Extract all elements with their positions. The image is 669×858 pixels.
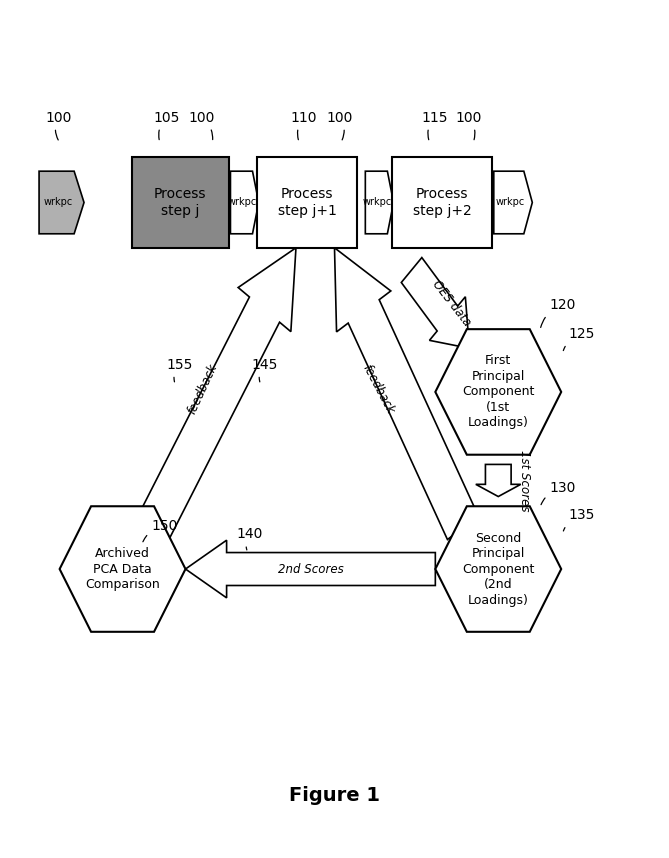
Text: 140: 140	[237, 528, 264, 550]
Text: 115: 115	[421, 111, 448, 140]
Text: Figure 1: Figure 1	[289, 786, 380, 805]
Text: Process
step j: Process step j	[154, 187, 207, 218]
Text: 2nd Scores: 2nd Scores	[278, 563, 344, 576]
Text: 110: 110	[291, 111, 317, 140]
Text: 145: 145	[251, 358, 278, 382]
Text: 100: 100	[455, 111, 482, 140]
Polygon shape	[436, 506, 561, 631]
Text: wrkpc: wrkpc	[227, 197, 257, 208]
Text: feedback: feedback	[360, 363, 397, 416]
Polygon shape	[60, 506, 185, 631]
Text: 150: 150	[143, 519, 178, 541]
Text: 1st Scores: 1st Scores	[518, 450, 531, 511]
Text: 125: 125	[563, 327, 595, 351]
Text: 120: 120	[541, 299, 576, 328]
Text: 105: 105	[153, 111, 180, 140]
Text: First
Principal
Component
(1st
Loadings): First Principal Component (1st Loadings)	[462, 354, 535, 430]
Polygon shape	[334, 248, 478, 540]
Polygon shape	[365, 172, 393, 233]
Text: 100: 100	[45, 111, 72, 140]
Polygon shape	[138, 248, 296, 541]
Polygon shape	[230, 172, 259, 233]
Text: OES data: OES data	[429, 277, 473, 329]
Polygon shape	[436, 329, 561, 455]
Text: 100: 100	[188, 111, 215, 140]
Text: Process
step j+2: Process step j+2	[413, 187, 472, 218]
Text: Second
Principal
Component
(2nd
Loadings): Second Principal Component (2nd Loadings…	[462, 531, 535, 607]
Polygon shape	[476, 464, 520, 497]
Text: wrkpc: wrkpc	[43, 197, 72, 208]
Text: 135: 135	[563, 509, 595, 531]
Bar	[132, 157, 229, 248]
Text: Process
step j+1: Process step j+1	[278, 187, 337, 218]
Polygon shape	[401, 257, 470, 348]
Text: 100: 100	[326, 111, 353, 140]
Polygon shape	[185, 541, 436, 598]
Polygon shape	[39, 172, 84, 233]
Text: 130: 130	[541, 481, 576, 505]
Polygon shape	[494, 172, 533, 233]
Bar	[258, 157, 357, 248]
Text: wrkpc: wrkpc	[363, 197, 392, 208]
Text: wrkpc: wrkpc	[495, 197, 524, 208]
Bar	[392, 157, 492, 248]
Text: Archived
PCA Data
Comparison: Archived PCA Data Comparison	[85, 547, 160, 591]
Text: feedback: feedback	[185, 362, 220, 417]
Text: 155: 155	[166, 358, 193, 382]
